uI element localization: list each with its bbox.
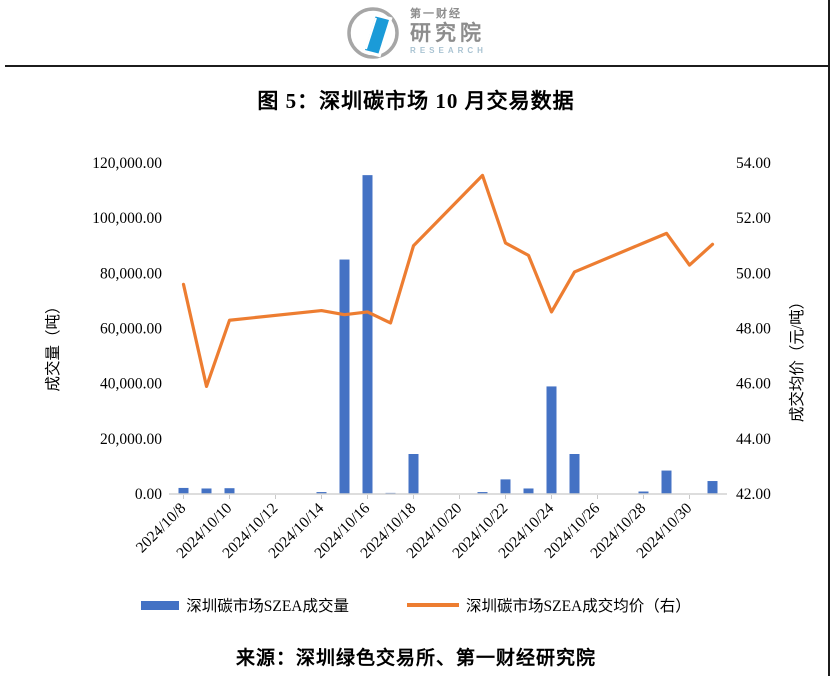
volume-bar — [178, 487, 189, 494]
source-note: 来源：深圳绿色交易所、第一财经研究院 — [235, 648, 596, 669]
price-line — [181, 173, 715, 389]
chart-title: 图 5：深圳碳市场 10 月交易数据 — [257, 89, 575, 113]
left-axis-tick-label: 40,000.00 — [100, 376, 162, 393]
logo-text: 第一财经 研究院 RESEARCH — [410, 9, 487, 55]
right-axis-tick-label: 52.00 — [736, 210, 771, 227]
left-axis-tick-label: 120,000.00 — [92, 155, 162, 172]
volume-bar — [224, 488, 235, 494]
legend-item-volume: 深圳碳市场SZEA成交量 — [141, 594, 349, 616]
header-divider — [5, 65, 829, 67]
volume-bar — [477, 492, 488, 494]
legend-price-label: 深圳碳市场SZEA成交均价（右） — [466, 598, 691, 615]
volume-bar — [362, 175, 373, 494]
volume-bar — [707, 481, 718, 494]
left-axis-tick-label: 100,000.00 — [92, 210, 162, 227]
right-axis-tick-label: 50.00 — [736, 265, 771, 282]
chart-legend: 深圳碳市场SZEA成交量 深圳碳市场SZEA成交均价（右） — [0, 594, 832, 616]
price-swatch — [407, 603, 459, 607]
left-axis-tick-label: 0.00 — [135, 486, 162, 503]
logo-line1: 第一财经 — [410, 8, 463, 20]
volume-bar — [408, 454, 419, 494]
volume-bar — [316, 492, 327, 494]
page-right-border — [828, 0, 830, 676]
right-axis-tick-label: 44.00 — [736, 431, 771, 448]
volume-bar — [546, 386, 557, 494]
volume-bar — [661, 470, 672, 494]
volume-swatch — [141, 600, 180, 610]
chart-svg: 2024/10/82024/10/102024/10/122024/10/142… — [44, 155, 806, 562]
left-axis-tick-label: 80,000.00 — [100, 265, 162, 282]
volume-bar — [569, 454, 580, 494]
right-axis-tick-label: 42.00 — [736, 486, 771, 503]
volume-bar — [339, 259, 350, 494]
legend-item-price: 深圳碳市场SZEA成交均价（右） — [407, 594, 691, 616]
volume-bar — [638, 491, 649, 494]
legend-volume-label: 深圳碳市场SZEA成交量 — [186, 598, 349, 615]
chart: 2024/10/8 2024/10/10 2024/10/12 2024/10/14 2… — [0, 130, 832, 585]
right-axis-tick-label: 54.00 — [736, 155, 771, 172]
left-axis-title: 成交量（吨） — [44, 298, 62, 391]
volume-bar — [500, 479, 511, 494]
right-axis-title: 成交均价（元/吨） — [788, 294, 806, 422]
fcri-logo-icon — [347, 7, 399, 59]
right-axis-tick-label: 48.00 — [736, 321, 771, 338]
logo-line2: 研究院 — [410, 22, 486, 45]
logo: 第一财经 研究院 RESEARCH — [0, 3, 832, 61]
volume-bar — [201, 488, 212, 494]
logo-line3: RESEARCH — [410, 46, 487, 55]
left-axis-tick-label: 20,000.00 — [100, 431, 162, 448]
left-axis-tick-label: 60,000.00 — [100, 321, 162, 338]
volume-bar — [523, 488, 534, 494]
right-axis-tick-label: 46.00 — [736, 376, 771, 393]
